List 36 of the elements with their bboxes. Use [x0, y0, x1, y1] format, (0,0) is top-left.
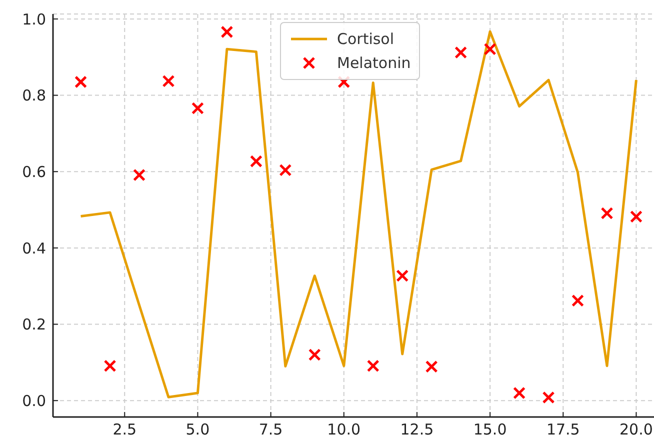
point	[542, 391, 555, 404]
point	[104, 360, 116, 372]
y-tick-label: 0.8	[22, 86, 46, 105]
line-series	[80, 30, 638, 398]
x-tick-label: 12.5	[400, 420, 434, 439]
point	[191, 102, 204, 115]
y-tick-label: 0.0	[22, 392, 46, 410]
x-tick-label: 20.0	[620, 420, 653, 439]
point	[396, 270, 409, 282]
point	[630, 210, 642, 223]
y-tick-label: 0.2	[22, 316, 46, 334]
point	[279, 164, 292, 176]
point	[132, 168, 146, 182]
point	[74, 76, 88, 88]
point	[220, 26, 234, 38]
legend-label: Cortisol	[337, 30, 394, 48]
y-tick-label: 0.4	[22, 239, 46, 258]
point	[250, 155, 262, 168]
point	[600, 206, 614, 220]
point	[484, 42, 496, 56]
x-tick-label: 15.0	[473, 420, 507, 439]
point	[513, 386, 526, 400]
y-tick-label: 0.6	[22, 162, 46, 181]
point	[162, 74, 175, 88]
x-tick-label: 2.5	[112, 420, 137, 439]
point	[572, 294, 584, 307]
x-tick-label: 5.0	[186, 420, 210, 439]
point	[454, 46, 468, 59]
x-tick-label: 7.5	[258, 420, 283, 439]
x-tick-label: 17.5	[546, 420, 580, 439]
legend-label: Melatonin	[337, 54, 411, 72]
x-tick-label: 10.0	[327, 420, 361, 439]
point	[425, 360, 438, 373]
point	[308, 348, 321, 362]
y-tick-label: 1.0	[22, 10, 46, 28]
point	[366, 360, 380, 372]
